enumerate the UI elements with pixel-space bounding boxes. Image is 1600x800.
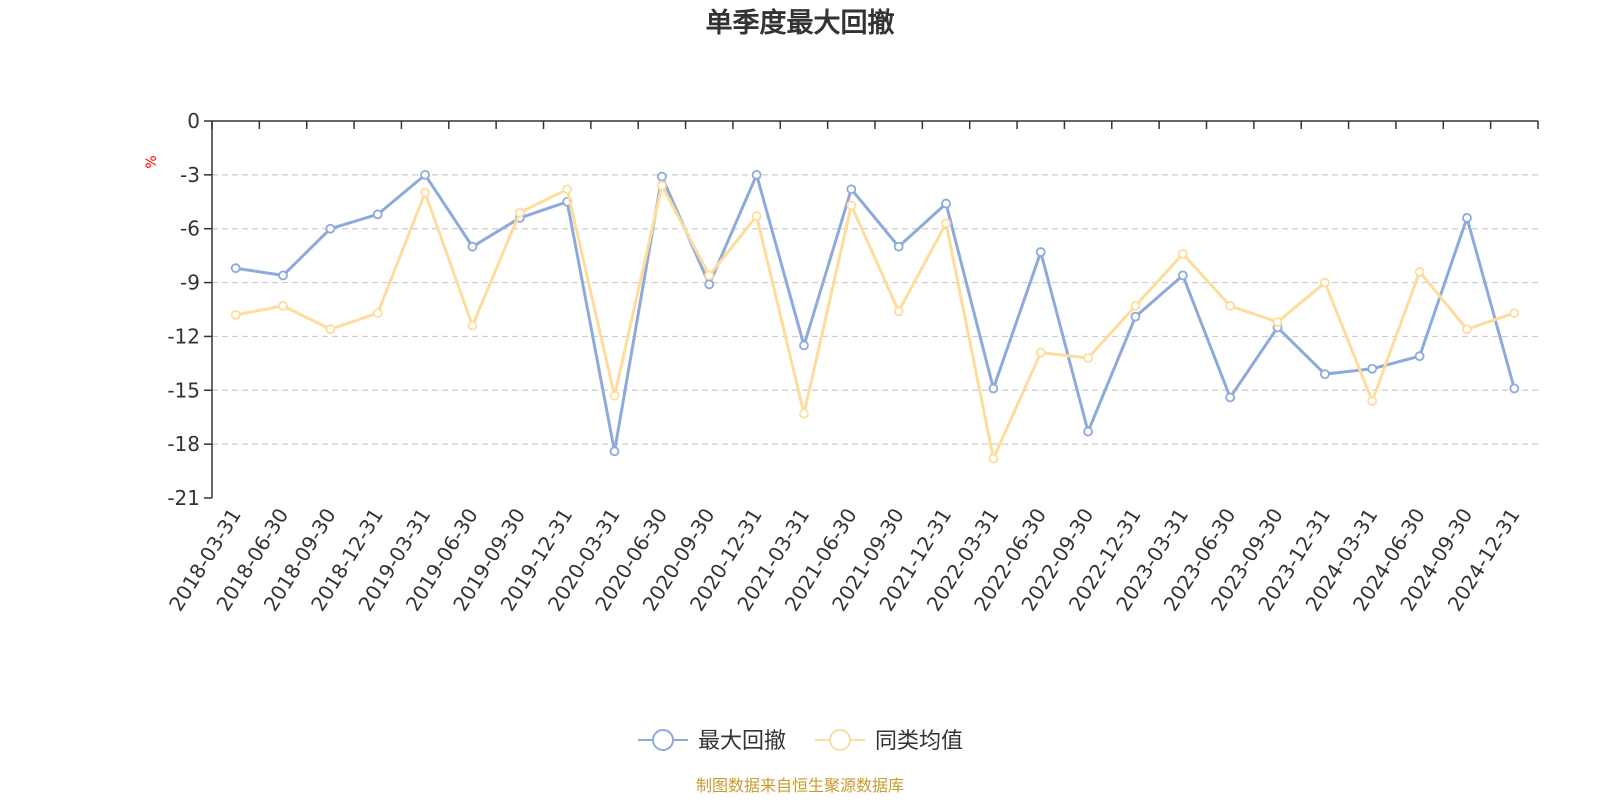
legend-marker-icon <box>829 729 851 751</box>
chart-title: 单季度最大回撤 <box>706 7 895 39</box>
data-point[interactable] <box>988 383 999 394</box>
legend-label: 最大回撤 <box>698 729 786 754</box>
data-point[interactable] <box>1130 301 1141 311</box>
data-point[interactable] <box>1319 277 1330 288</box>
y-tick-label: -6 <box>180 217 200 241</box>
data-point[interactable] <box>230 263 241 274</box>
data-point[interactable] <box>467 320 478 331</box>
data-point[interactable] <box>1083 426 1094 437</box>
data-point[interactable] <box>1414 351 1425 362</box>
data-point[interactable] <box>1462 213 1472 223</box>
data-point[interactable] <box>893 241 904 252</box>
data-point[interactable] <box>941 218 951 229</box>
axes <box>204 120 1539 499</box>
y-tick-label: -15 <box>167 378 200 402</box>
data-point[interactable] <box>609 390 620 401</box>
y-tick-label: -18 <box>167 432 200 456</box>
data-point[interactable] <box>704 279 715 290</box>
data-point[interactable] <box>1225 301 1236 311</box>
data-point[interactable] <box>656 180 667 191</box>
data-point[interactable] <box>278 301 288 311</box>
data-point[interactable] <box>1225 392 1236 403</box>
data-point[interactable] <box>704 270 715 281</box>
data-point[interactable] <box>656 171 667 182</box>
data-point[interactable] <box>1462 324 1472 335</box>
data-point[interactable] <box>372 308 383 318</box>
data-point[interactable] <box>1272 317 1283 327</box>
data-point[interactable] <box>1177 248 1188 259</box>
data-point[interactable] <box>609 446 620 457</box>
series-line <box>235 173 1516 453</box>
data-point[interactable] <box>799 340 809 351</box>
data-point[interactable] <box>467 241 478 252</box>
y-tick-label: -3 <box>180 163 200 187</box>
series-lines <box>230 169 1520 464</box>
y-tick-label: 0 <box>187 109 200 133</box>
data-point[interactable] <box>278 270 288 281</box>
y-tick-label: -9 <box>180 271 200 295</box>
legend-label: 同类均值 <box>875 729 963 754</box>
x-tick-labels: 2018-03-312018-06-302018-09-302018-12-31… <box>164 504 1525 615</box>
data-point[interactable] <box>893 306 904 317</box>
data-point[interactable] <box>1083 353 1094 363</box>
legend[interactable]: 最大回撤 同类均值 <box>638 729 963 754</box>
data-point[interactable] <box>751 169 762 180</box>
data-point[interactable] <box>325 223 336 234</box>
data-point[interactable] <box>1130 311 1141 322</box>
data-point[interactable] <box>799 408 809 419</box>
data-point[interactable] <box>1367 396 1378 406</box>
data-point[interactable] <box>514 207 525 218</box>
series-peer-average <box>230 180 1520 464</box>
data-point[interactable] <box>1177 270 1188 281</box>
data-point[interactable] <box>562 184 573 195</box>
data-point[interactable] <box>1367 363 1378 374</box>
legend-marker-icon <box>652 729 674 751</box>
data-point[interactable] <box>1509 308 1520 318</box>
data-point[interactable] <box>420 169 431 180</box>
series-max-drawdown <box>230 169 1520 457</box>
series-line <box>235 184 1515 461</box>
data-point[interactable] <box>1414 266 1425 277</box>
y-tick-label: -21 <box>167 486 200 510</box>
data-point[interactable] <box>846 200 857 211</box>
y-unit-label: % <box>144 155 160 168</box>
data-point[interactable] <box>1509 383 1520 394</box>
data-point[interactable] <box>325 324 336 335</box>
source-note: 制图数据来自恒生聚源数据库 <box>696 776 904 795</box>
legend-item-peer-average[interactable]: 同类均值 <box>815 729 963 754</box>
data-point[interactable] <box>941 198 951 209</box>
data-point[interactable] <box>988 453 999 464</box>
data-point[interactable] <box>372 209 383 220</box>
data-point[interactable] <box>1035 247 1046 257</box>
data-point[interactable] <box>751 211 762 222</box>
grid-lines <box>212 174 1538 445</box>
y-tick-label: -12 <box>167 324 200 348</box>
data-point[interactable] <box>846 184 857 195</box>
data-point[interactable] <box>230 309 241 320</box>
data-point[interactable] <box>1035 347 1046 358</box>
y-tick-labels: 0 -3 -6 -9 -12 -15 -18 -21 <box>167 109 200 510</box>
data-point[interactable] <box>1319 369 1330 380</box>
data-point[interactable] <box>420 187 431 198</box>
legend-item-max-drawdown[interactable]: 最大回撤 <box>638 729 786 754</box>
